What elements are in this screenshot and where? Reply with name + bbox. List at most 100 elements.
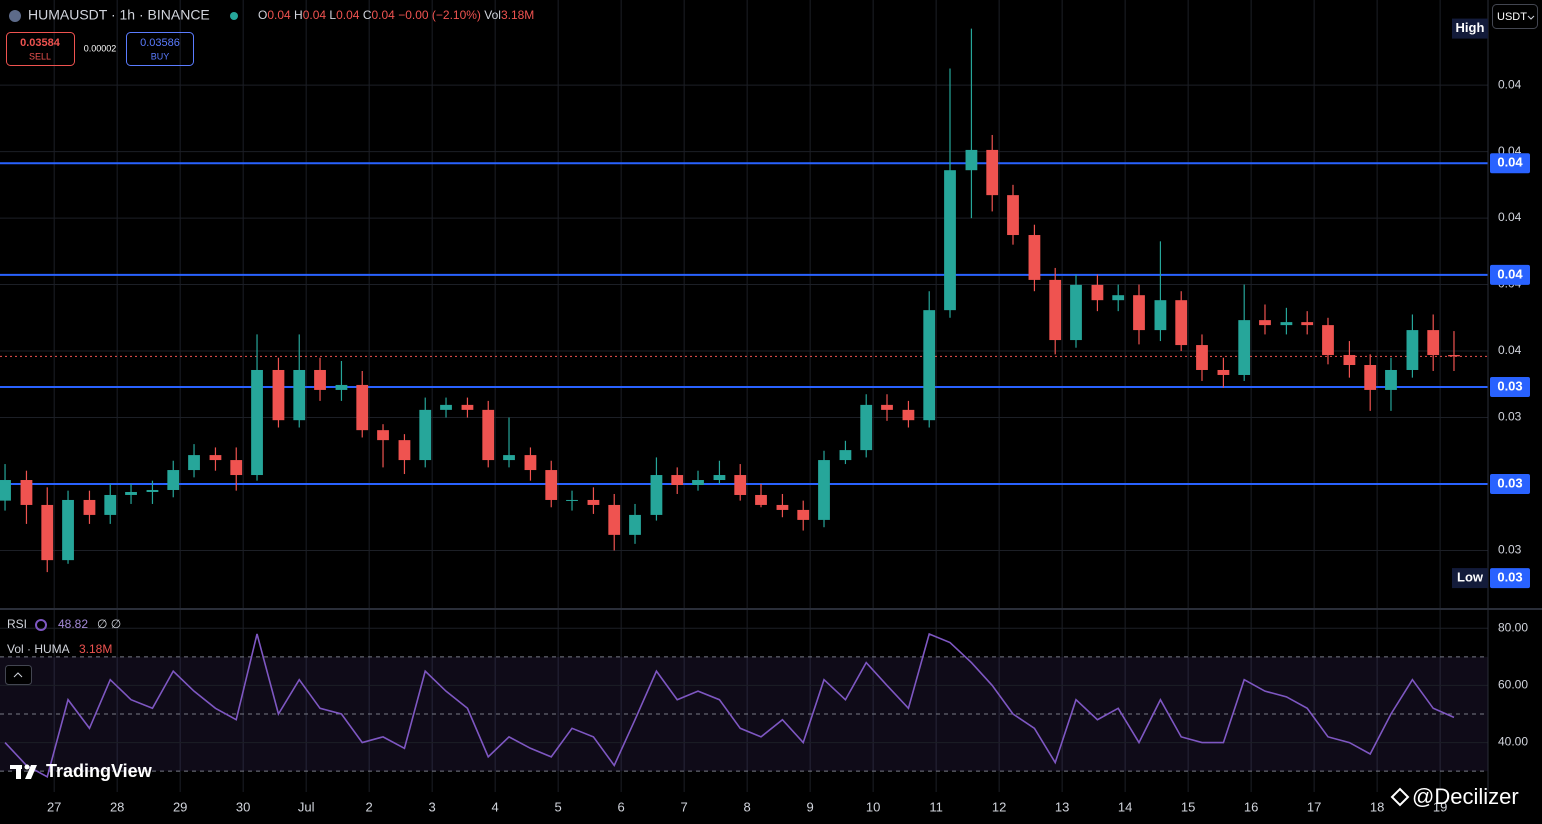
sell-button[interactable]: 0.03584 SELL: [6, 32, 75, 66]
ohlc-legend: O0.04 H0.04 L0.04 C0.04 −0.00 (−2.10%) V…: [258, 8, 534, 22]
candle-body: [20, 480, 33, 505]
candle-body: [419, 409, 432, 461]
currency-button[interactable]: USDT: [1492, 4, 1538, 29]
candle-body: [1301, 322, 1314, 326]
candle-body: [902, 409, 915, 421]
rsi-settings-icon[interactable]: [35, 619, 47, 631]
candle-body: [293, 369, 306, 421]
candle-body: [818, 460, 830, 520]
x-tick-label: 6: [618, 799, 625, 814]
x-tick-label: 4: [492, 799, 499, 814]
candle-body: [881, 404, 893, 410]
x-tick-label: 3: [429, 799, 436, 814]
candle-body: [41, 504, 54, 561]
y-tick-label: 0.04: [1498, 343, 1522, 357]
y-tick-label: 40.00: [1498, 735, 1528, 749]
candle-body: [1112, 295, 1125, 301]
change: −0.00 (−2.10%): [398, 8, 481, 22]
logo-stem: [16, 765, 21, 779]
chevron: [1527, 15, 1535, 20]
candle-body: [629, 514, 641, 535]
ohlc-key: O: [258, 8, 267, 22]
candle-body: [1259, 320, 1271, 326]
candle-body: [62, 499, 74, 561]
low-tag: [1490, 568, 1530, 589]
level-tag: [1490, 376, 1530, 397]
level-tag: [1490, 153, 1530, 174]
candle-body: [1133, 295, 1145, 331]
candle-body: [860, 404, 873, 451]
candle-body: [587, 499, 600, 505]
ohlc-key: L: [329, 8, 336, 22]
candle-body: [923, 310, 936, 421]
candle-body: [398, 440, 411, 461]
candle-body: [734, 475, 747, 495]
candle-body: [167, 470, 180, 490]
candle-body: [461, 404, 474, 410]
ohlc-value: 0.04: [336, 8, 360, 22]
candle-body: [965, 149, 978, 171]
rsi-line: [4, 632, 1455, 779]
volume-key: Vol: [484, 8, 501, 22]
x-tick-label: 17: [1307, 799, 1321, 814]
level-tag: [1490, 474, 1530, 495]
rsi-legend-extra: ∅ ∅: [97, 617, 121, 631]
candle-body: [986, 149, 999, 196]
rsi-legend-value: 48.82: [58, 617, 88, 631]
y-tick-label: 0.04: [1498, 77, 1522, 91]
x-tick-label: 11: [929, 799, 943, 814]
candle-body: [545, 470, 558, 500]
x-tick-label: 30: [236, 799, 250, 814]
candle-body: [230, 460, 243, 476]
symbol-icon: [9, 10, 21, 22]
candle-body: [146, 489, 159, 492]
x-tick-label: 16: [1244, 799, 1258, 814]
volume-legend: Vol · HUMA: [7, 642, 70, 656]
level-tag: [1490, 264, 1530, 285]
candle-body: [1028, 235, 1041, 280]
candle-body: [944, 170, 956, 311]
candle-body: [377, 430, 389, 441]
spread: 0.00002: [84, 43, 117, 53]
candle-body: [0, 480, 11, 501]
candle-body: [1091, 284, 1104, 301]
candle-body: [335, 384, 348, 390]
candle-body: [1448, 355, 1460, 357]
collapse-caret: [13, 672, 23, 678]
market-status: [230, 12, 238, 20]
candle-body: [671, 475, 684, 486]
volume-legend-value: 3.18M: [79, 642, 112, 656]
symbol[interactable]: HUMAUSDT · 1h · BINANCE: [28, 7, 210, 23]
y-tick-label: 0.03: [1498, 543, 1522, 557]
level-label: 0.04: [1497, 155, 1523, 170]
x-tick-label: 28: [110, 799, 124, 814]
candle-body: [797, 509, 810, 520]
candle-body: [482, 409, 495, 461]
candle-body: [1175, 300, 1188, 346]
candle-body: [650, 475, 663, 515]
low-label: 0.03: [1497, 570, 1522, 585]
candle-body: [503, 455, 515, 461]
candle-body: [1364, 364, 1377, 390]
marks-layer: [0, 28, 1488, 779]
x-tick-label: 12: [992, 799, 1006, 814]
candle-body: [776, 504, 789, 510]
x-tick-label: 14: [1118, 799, 1132, 814]
labels-layer: 27 28 29 30 Jul 2 3 4 5 6 7 8 9 10 11 12 13 14 15 16 17 18 19 0…: [47, 18, 1530, 814]
volume-value: 3.18M: [501, 8, 534, 22]
collapse-button[interactable]: [5, 665, 32, 685]
logo-slash: [25, 765, 37, 779]
buy-button[interactable]: 0.03586 BUY: [126, 32, 194, 66]
candle-body: [524, 455, 537, 471]
ohlc-key: C: [363, 8, 372, 22]
watermark: TradingView: [46, 761, 153, 781]
candle-body: [1427, 330, 1440, 356]
candle-body: [839, 450, 852, 461]
credit: @Decilizer: [1412, 784, 1519, 809]
level-label: 0.04: [1497, 266, 1523, 281]
candle-body: [272, 369, 285, 421]
level-label: 0.03: [1497, 378, 1522, 393]
candle-body: [1385, 369, 1397, 390]
x-tick-label: 2: [366, 799, 373, 814]
